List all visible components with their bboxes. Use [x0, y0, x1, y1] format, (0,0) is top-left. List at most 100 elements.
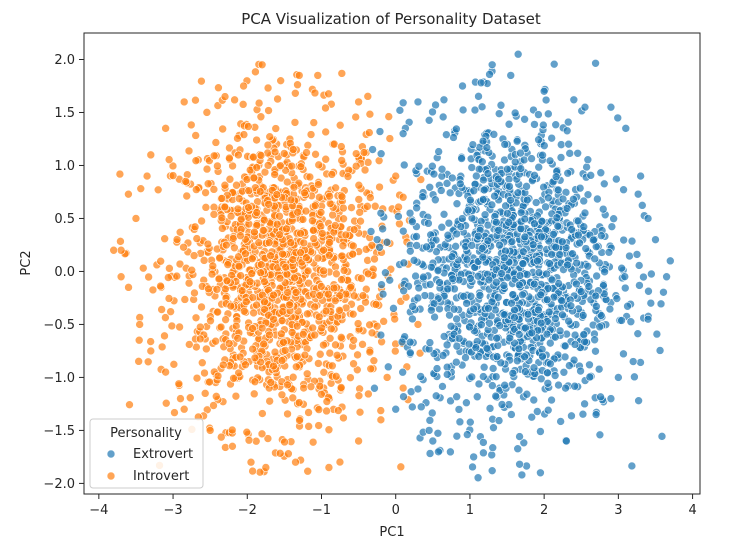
- point-introvert: [202, 344, 211, 354]
- point-extrovert: [483, 169, 493, 178]
- point-introvert: [236, 231, 245, 240]
- point-introvert: [225, 143, 234, 153]
- point-introvert: [286, 238, 296, 247]
- point-introvert: [197, 76, 206, 86]
- point-extrovert: [555, 326, 565, 336]
- point-introvert: [303, 141, 313, 150]
- point-introvert: [229, 373, 238, 383]
- point-introvert: [211, 138, 221, 147]
- point-introvert: [394, 202, 403, 212]
- point-extrovert: [430, 312, 439, 322]
- point-extrovert: [545, 338, 555, 348]
- point-extrovert: [376, 208, 386, 218]
- point-extrovert: [558, 310, 567, 320]
- point-extrovert: [493, 293, 503, 302]
- point-extrovert: [569, 355, 579, 365]
- point-extrovert: [372, 235, 382, 244]
- point-extrovert: [482, 343, 492, 353]
- point-extrovert: [536, 427, 545, 436]
- point-extrovert: [492, 333, 502, 343]
- point-introvert: [263, 161, 273, 170]
- point-extrovert: [578, 311, 588, 320]
- point-extrovert: [613, 113, 623, 123]
- point-extrovert: [398, 367, 407, 377]
- point-extrovert: [521, 323, 530, 333]
- point-extrovert: [466, 195, 475, 205]
- point-extrovert: [491, 217, 501, 227]
- point-extrovert: [576, 287, 586, 296]
- point-extrovert: [462, 255, 472, 264]
- point-introvert: [324, 425, 334, 435]
- point-introvert: [282, 269, 292, 279]
- point-extrovert: [370, 383, 379, 393]
- point-extrovert: [448, 274, 457, 284]
- point-extrovert: [405, 246, 415, 256]
- point-introvert: [248, 293, 257, 302]
- point-introvert: [223, 260, 233, 269]
- point-introvert: [306, 382, 316, 391]
- point-introvert: [302, 253, 311, 262]
- point-introvert: [363, 92, 373, 101]
- point-introvert: [257, 60, 267, 70]
- point-extrovert: [452, 392, 461, 402]
- point-introvert: [256, 151, 266, 160]
- point-extrovert: [479, 175, 488, 185]
- point-introvert: [325, 348, 335, 358]
- point-extrovert: [467, 163, 477, 172]
- point-introvert: [357, 274, 366, 283]
- point-extrovert: [452, 431, 462, 441]
- point-introvert: [275, 211, 284, 221]
- point-introvert: [220, 92, 230, 101]
- point-extrovert: [543, 368, 552, 378]
- point-extrovert: [399, 160, 409, 170]
- point-extrovert: [651, 235, 660, 244]
- point-extrovert: [533, 407, 542, 416]
- point-introvert: [346, 282, 355, 292]
- point-introvert: [215, 253, 224, 263]
- point-introvert: [324, 289, 333, 299]
- point-extrovert: [508, 290, 518, 299]
- point-introvert: [351, 149, 361, 158]
- point-extrovert: [530, 171, 539, 180]
- point-introvert: [175, 322, 184, 332]
- point-extrovert: [520, 352, 529, 361]
- point-introvert: [166, 307, 175, 316]
- point-introvert: [330, 296, 340, 305]
- point-introvert: [124, 189, 133, 199]
- point-extrovert: [485, 318, 494, 328]
- point-extrovert: [544, 109, 553, 119]
- point-introvert: [351, 112, 361, 122]
- point-introvert: [308, 323, 317, 333]
- point-introvert: [396, 462, 406, 472]
- point-extrovert: [619, 235, 628, 245]
- point-introvert: [291, 88, 300, 98]
- point-introvert: [184, 278, 194, 288]
- point-extrovert: [487, 450, 497, 460]
- point-extrovert: [405, 208, 415, 218]
- point-introvert: [390, 346, 400, 356]
- legend-label-introvert: Introvert: [133, 469, 189, 484]
- point-extrovert: [499, 281, 509, 290]
- point-extrovert: [495, 240, 504, 250]
- point-extrovert: [478, 252, 488, 262]
- point-extrovert: [451, 357, 461, 367]
- point-extrovert: [517, 470, 527, 480]
- point-extrovert: [549, 230, 558, 239]
- point-introvert: [413, 320, 423, 329]
- point-extrovert: [599, 179, 609, 189]
- point-introvert: [234, 194, 244, 203]
- point-introvert: [328, 361, 337, 371]
- point-introvert: [316, 208, 326, 217]
- point-introvert: [197, 358, 207, 368]
- point-extrovert: [439, 332, 449, 341]
- point-introvert: [296, 162, 306, 171]
- point-introvert: [261, 463, 271, 472]
- point-introvert: [363, 256, 372, 265]
- point-introvert: [164, 155, 174, 164]
- point-introvert: [209, 202, 219, 212]
- point-extrovert: [579, 222, 589, 231]
- point-extrovert: [431, 195, 440, 205]
- point-introvert: [225, 174, 235, 184]
- point-extrovert: [623, 301, 632, 311]
- point-extrovert: [513, 356, 522, 366]
